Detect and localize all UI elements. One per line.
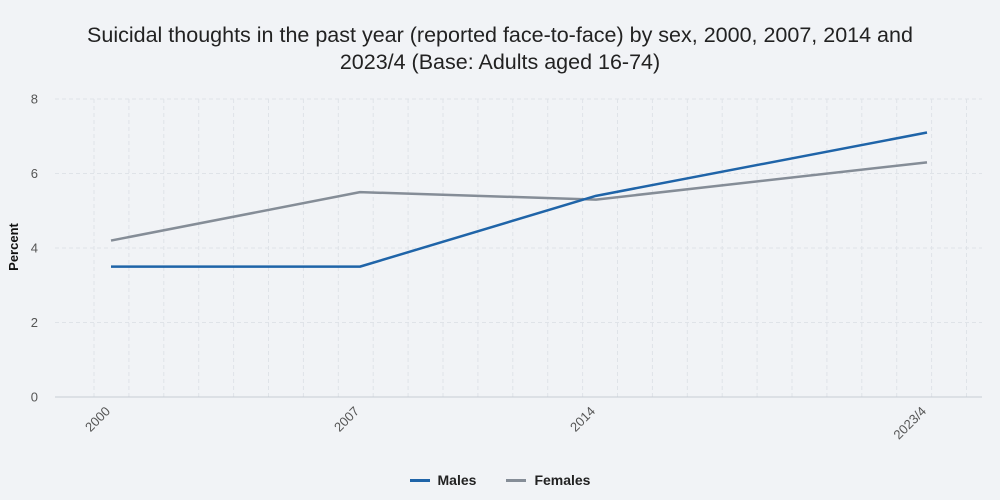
y-tick-label: 0 xyxy=(31,390,38,405)
x-tick-label: 2014 xyxy=(567,404,598,435)
y-tick-label: 8 xyxy=(31,92,38,107)
legend-label: Males xyxy=(437,472,477,488)
legend-swatch xyxy=(506,478,527,482)
y-tick-label: 4 xyxy=(31,241,38,256)
legend-item-females[interactable]: Females xyxy=(506,472,590,488)
y-tick-label: 6 xyxy=(31,166,38,181)
y-axis-ticks: 0 2 4 6 8 xyxy=(31,92,38,405)
series-line-males xyxy=(111,131,928,268)
chart-title-line-2: 2023/4 (Base: Adults aged 16-74) xyxy=(339,50,661,74)
series-line-females xyxy=(110,161,928,242)
x-axis-ticks: 2000 2007 2014 2023/4 xyxy=(82,404,929,443)
y-tick-label: 2 xyxy=(31,315,38,330)
x-tick-label: 2023/4 xyxy=(890,404,929,443)
legend-swatch xyxy=(409,478,430,482)
y-axis-title: Percent xyxy=(6,222,21,270)
legend-label: Females xyxy=(534,472,591,488)
chart-title-line-1: Suicidal thoughts in the past year (repo… xyxy=(87,23,913,47)
legend-item-males[interactable]: Males xyxy=(409,472,477,488)
chart-title: Suicidal thoughts in the past year (repo… xyxy=(0,22,1000,76)
x-tick-label: 2007 xyxy=(331,404,362,435)
legend: Males Females xyxy=(0,472,1000,488)
series-lines xyxy=(110,131,928,268)
grid-lines xyxy=(55,98,982,398)
x-tick-label: 2000 xyxy=(82,404,113,435)
